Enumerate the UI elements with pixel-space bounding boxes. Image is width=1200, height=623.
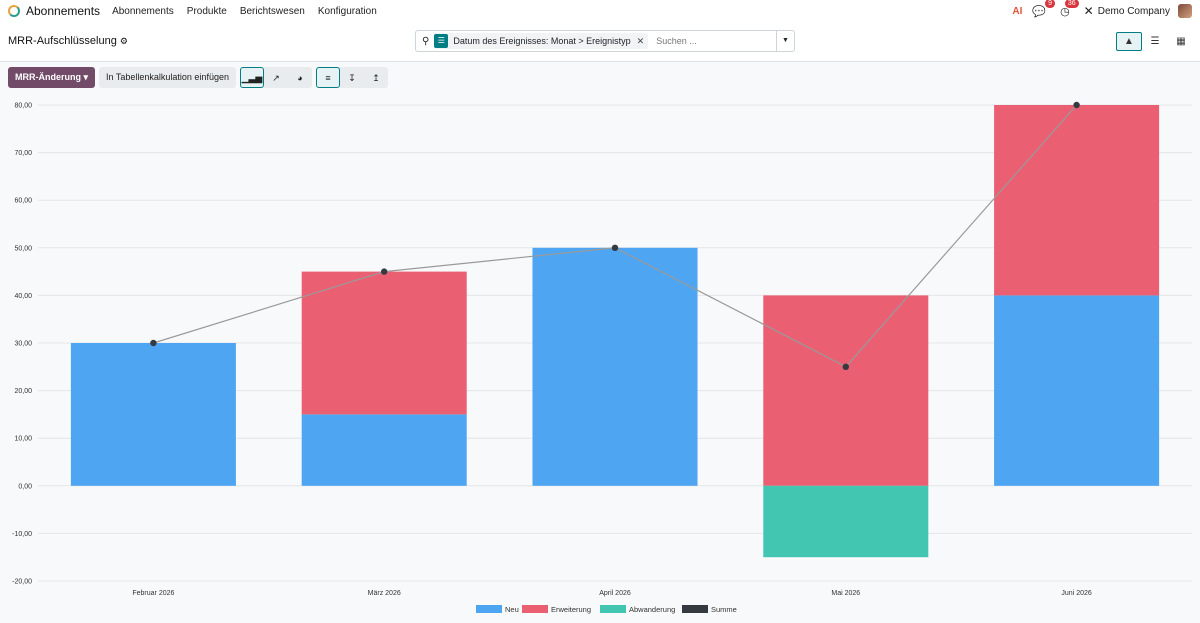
stacked-button[interactable]: ≡: [315, 67, 340, 88]
sum-point: [842, 363, 849, 370]
bar-chart-button[interactable]: ▁▃▅: [239, 67, 264, 88]
x-tick-label: Juni 2026: [1061, 590, 1091, 597]
search-icon: ⚲: [422, 35, 430, 47]
mrr-chart: -20,00 -10,00 0,00 10,00 20,00 30,00 40,00 50,0…: [12, 101, 1192, 614]
sum-point: [1073, 101, 1080, 109]
y-tick-label: -10,00: [12, 531, 32, 538]
y-tick-label: 40,00: [14, 293, 32, 300]
line-chart-button[interactable]: ↗: [272, 73, 280, 83]
y-tick-label: 0,00: [18, 483, 32, 490]
insert-spreadsheet-button[interactable]: In Tabellenkalkulation einfügen: [99, 67, 236, 88]
bar-neu: [70, 343, 236, 486]
y-tick-label: 20,00: [14, 388, 32, 395]
pie-chart-button[interactable]: ◕: [297, 73, 303, 83]
y-tick-label: 30,00: [14, 341, 32, 348]
legend-label-neu: Neu: [505, 605, 519, 614]
menu-konfiguration[interactable]: Konfiguration: [317, 5, 377, 17]
y-tick-label: 60,00: [14, 198, 32, 205]
bar-neu: [532, 247, 698, 486]
bar-neu: [994, 295, 1160, 486]
sort-descending-button[interactable]: ↧: [348, 73, 356, 83]
menu-produkte[interactable]: Produkte: [186, 5, 227, 17]
messages-badge: 9: [1045, 0, 1056, 8]
pivot-view-button[interactable]: ▦: [1176, 36, 1186, 47]
y-tick-label: 80,00: [14, 103, 32, 110]
gear-icon[interactable]: ⚙: [119, 36, 128, 46]
control-panel: MRR-Aufschlüsselung ⚙ ⚲ ☰ Datum des Ereig…: [0, 22, 1200, 62]
list-view-button[interactable]: ☰: [1150, 36, 1160, 47]
chat-icon: 💬: [1032, 5, 1047, 18]
legend-swatch-erweiterung: [522, 605, 548, 613]
menu-abonnements[interactable]: Abonnements: [112, 5, 174, 17]
x-tick-label: April 2026: [599, 590, 631, 597]
layers-icon: ☰: [434, 34, 449, 48]
bar-erweiterung: [763, 295, 929, 486]
y-tick-label: 70,00: [14, 150, 32, 157]
facet-label: Datum des Ereignisses: Monat > Ereignist…: [453, 36, 631, 46]
chart-type-group: ▁▃▅ ↗ ◕: [239, 67, 312, 88]
activities-badge: 36: [1064, 0, 1079, 8]
legend-label-erweiterung: Erweiterung: [551, 605, 591, 614]
legend-swatch-abwanderung: [600, 605, 626, 613]
activities-button[interactable]: ◷ 36: [1060, 0, 1079, 18]
search-options-toggle[interactable]: ▼: [776, 31, 794, 51]
x-tick-label: Februar 2026: [132, 590, 174, 597]
view-switcher: ▲ ☰ ▦: [1116, 32, 1194, 51]
user-avatar[interactable]: [1178, 4, 1192, 18]
chart-options-group: ≡ ↧ ↥: [315, 67, 388, 88]
tools-icon[interactable]: ✕: [1083, 4, 1094, 18]
app-name[interactable]: Abonnements: [26, 4, 101, 18]
messages-button[interactable]: 💬 9: [1032, 0, 1056, 18]
ai-icon[interactable]: AI: [1012, 5, 1023, 17]
x-tick-label: März 2026: [368, 590, 401, 597]
apps-logo-icon[interactable]: [8, 5, 20, 17]
sum-point: [381, 268, 388, 275]
search-facet: ☰ Datum des Ereignisses: Monat > Ereigni…: [434, 33, 649, 49]
measures-label: MRR-Änderung: [15, 72, 81, 82]
sum-point: [611, 244, 619, 251]
navbar-systray: AI 💬 9 ◷ 36 ✕ Demo Company: [1012, 0, 1200, 22]
sum-point: [150, 339, 157, 347]
search-bar: ⚲ ☰ Datum des Ereignisses: Monat > Ereig…: [415, 30, 795, 52]
bar-erweiterung: [301, 271, 467, 415]
facet-remove-icon[interactable]: ✕: [636, 35, 645, 46]
graph-view-button[interactable]: ▲: [1116, 32, 1142, 51]
graph-toolbar: MRR-Änderung ▾ In Tabellenkalkulation ei…: [8, 67, 388, 88]
legend-swatch-neu: [476, 605, 502, 613]
bar-neu: [301, 414, 467, 486]
legend-label-summe: Summe: [711, 605, 737, 614]
sort-ascending-button[interactable]: ↥: [372, 73, 380, 83]
clock-icon: ◷: [1060, 5, 1070, 18]
x-tick-label: Mai 2026: [831, 590, 860, 597]
y-tick-label: 10,00: [14, 436, 32, 443]
y-tick-label: 50,00: [14, 245, 32, 252]
bar-erweiterung: [994, 105, 1160, 296]
search-input[interactable]: [656, 36, 777, 46]
y-tick-label: -20,00: [12, 579, 32, 586]
legend-swatch-summe: [682, 605, 708, 613]
bar-abwanderung: [763, 485, 929, 558]
measures-dropdown[interactable]: MRR-Änderung ▾: [8, 67, 96, 88]
page-title: MRR-Aufschlüsselung ⚙: [8, 35, 128, 47]
company-switcher[interactable]: Demo Company: [1097, 5, 1170, 17]
menu-berichtswesen[interactable]: Berichtswesen: [239, 5, 305, 17]
page-title-text: MRR-Aufschlüsselung: [8, 35, 117, 47]
top-navbar: Abonnements Abonnements Produkte Bericht…: [0, 0, 1200, 22]
legend-label-abwanderung: Abwanderung: [629, 605, 675, 614]
